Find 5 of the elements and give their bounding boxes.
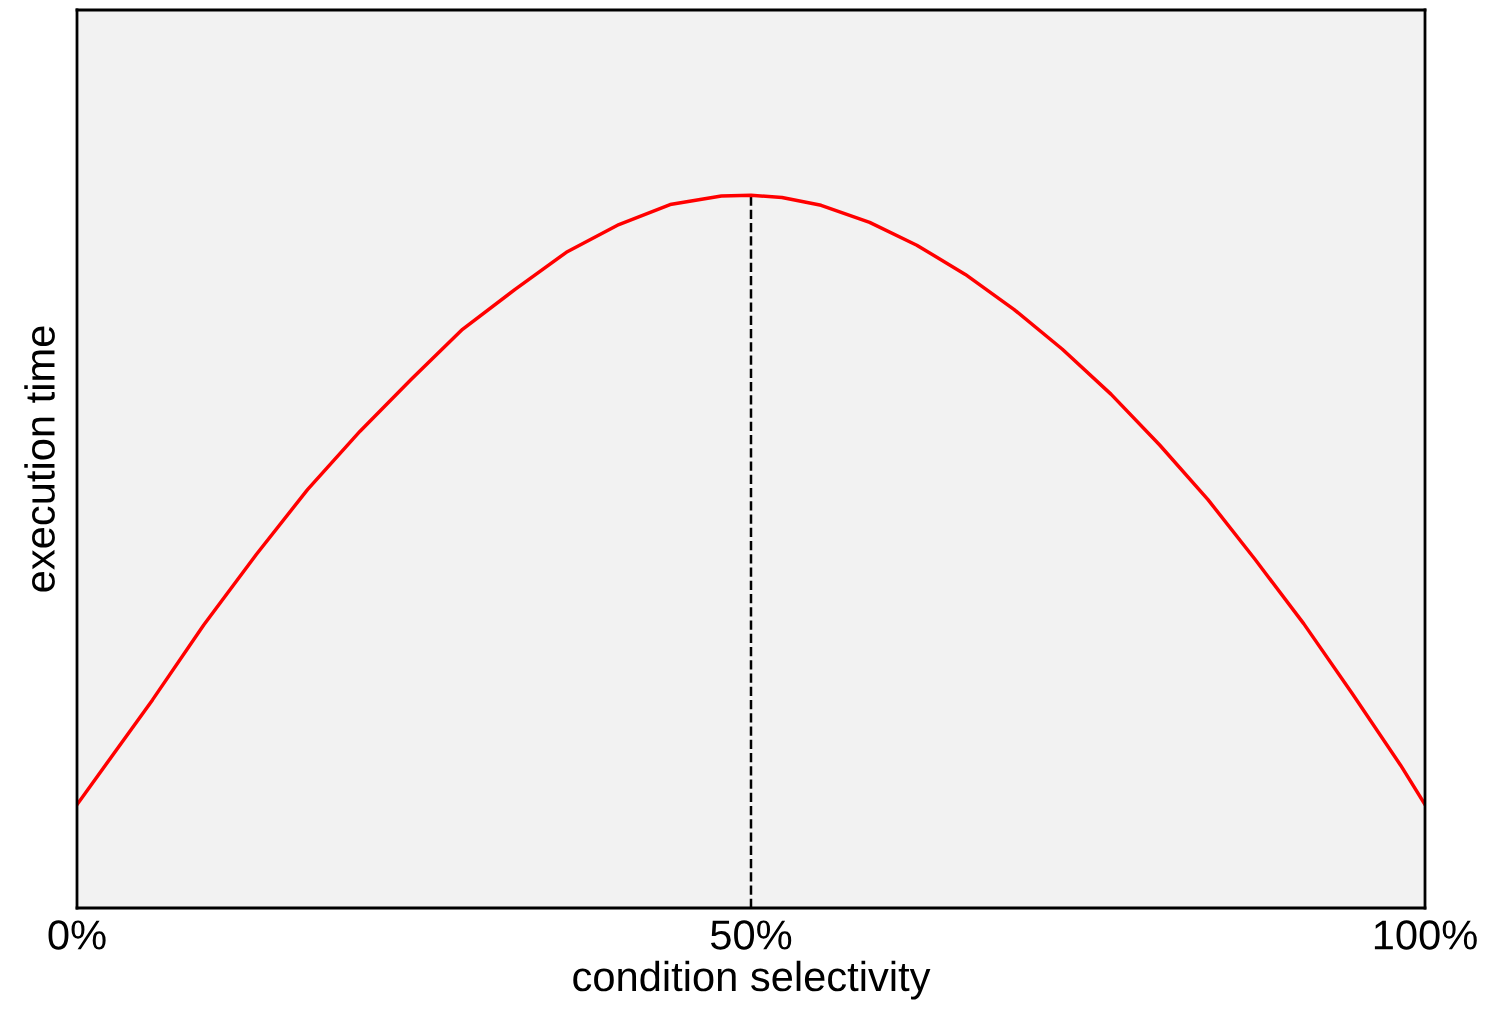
x-axis-title: condition selectivity [573,960,931,1000]
x-tick-label: 100% [1374,920,1477,950]
x-tick-label: 50% [710,920,792,950]
x-tick-label: 0% [48,920,106,950]
y-axis-title: execution time [24,326,55,592]
